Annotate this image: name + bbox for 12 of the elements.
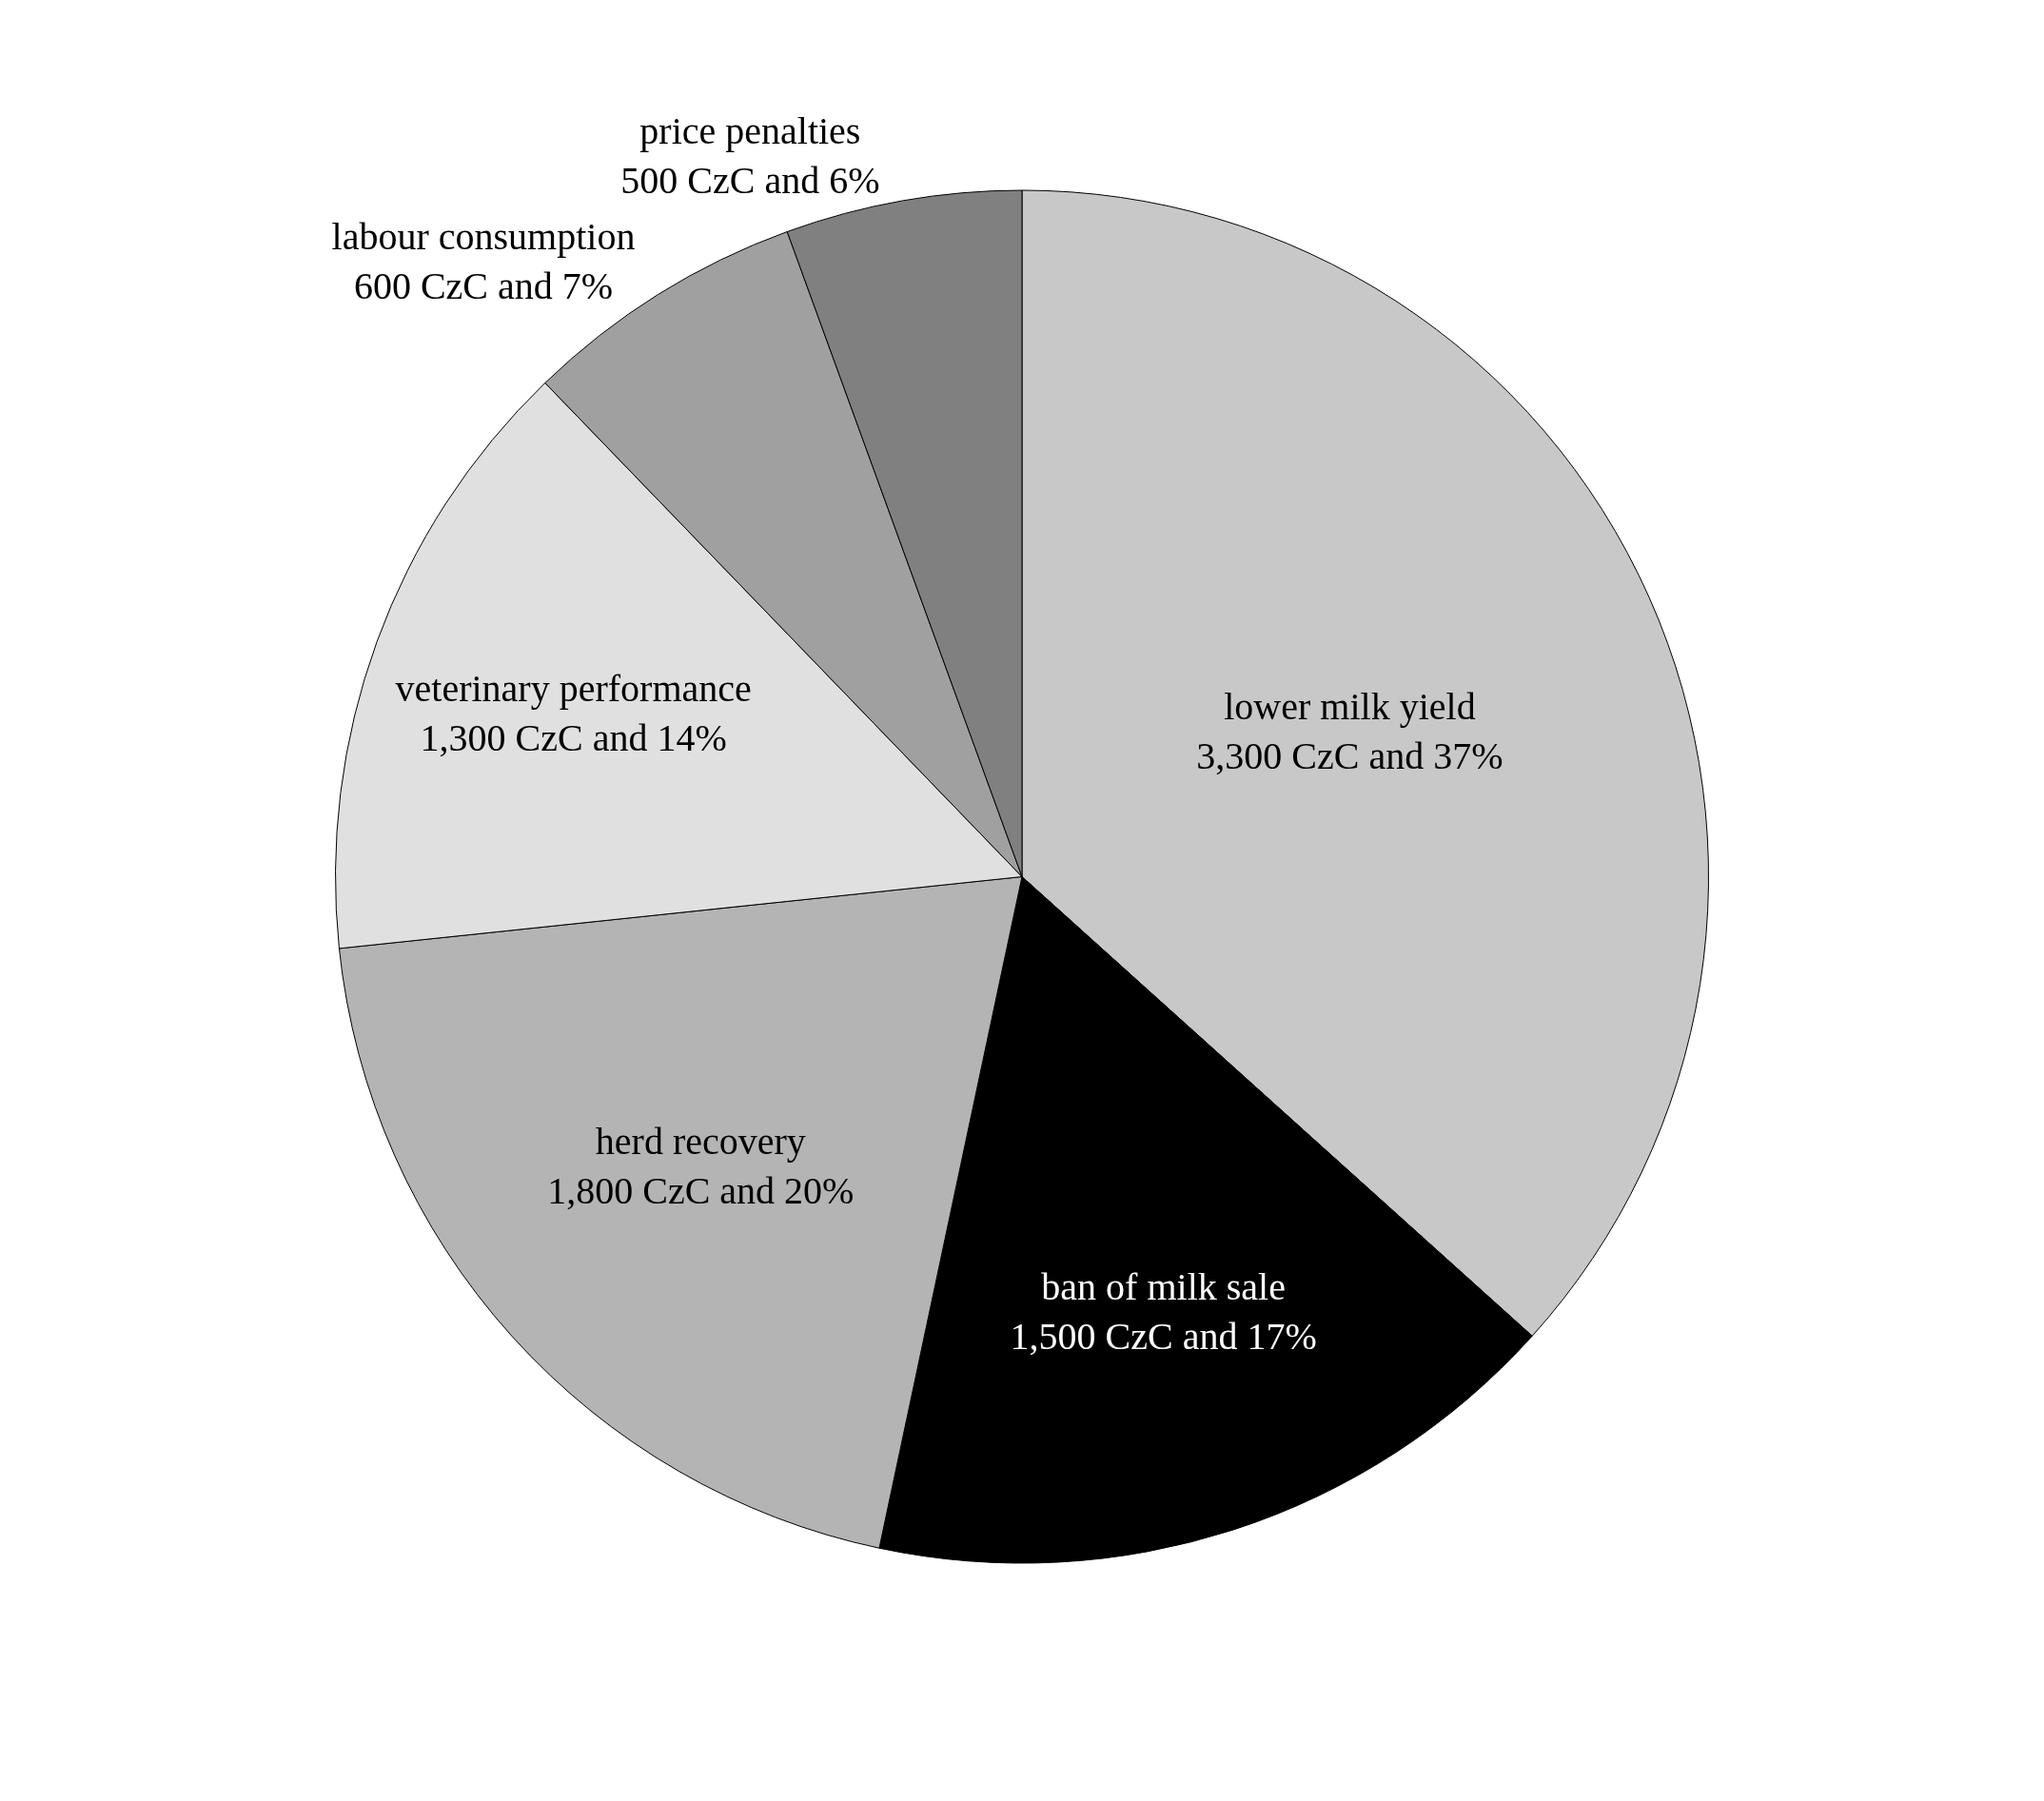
slice-label: labour consumption — [331, 215, 636, 259]
data-label: 600 CzC and 7% — [353, 264, 614, 308]
slice-label: ban of milk sale — [1041, 1265, 1286, 1309]
data-label: 1,800 CzC and 20% — [547, 1169, 855, 1213]
data-label: 3,300 CzC and 37% — [1196, 734, 1504, 777]
data-label: 500 CzC and 6% — [620, 159, 880, 203]
slice-label: lower milk yield — [1224, 684, 1476, 728]
slice-label: price penalties — [639, 109, 861, 153]
slice-label: herd recovery — [595, 1120, 806, 1164]
data-label: 1,500 CzC and 17% — [1010, 1315, 1317, 1359]
slice-label: veterinary performance — [395, 667, 752, 711]
data-label: 1,300 CzC and 14% — [420, 716, 727, 760]
